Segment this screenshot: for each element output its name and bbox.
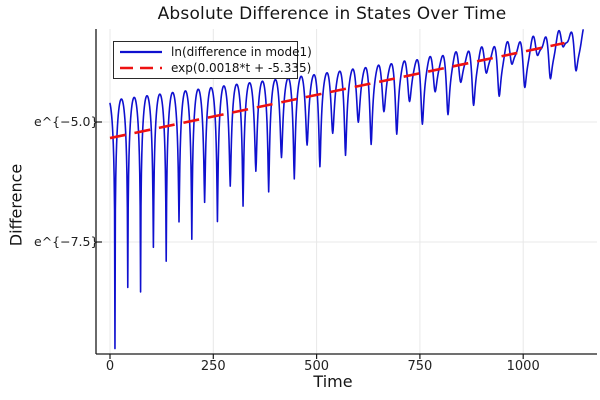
x-axis-label: Time [313, 372, 353, 391]
series-line-exp-fit [109, 41, 565, 140]
x-tick-label-750: 750 [407, 359, 433, 374]
legend-label-1: exp(0.0018*t + -5.335) [171, 61, 312, 75]
legend-item-1: exp(0.0018*t + -5.335) [118, 61, 311, 76]
x-tick-label-250: 250 [200, 359, 226, 374]
legend: ln(difference in mode1) exp(0.0018*t + -5… [113, 41, 312, 79]
x-tick-label-500: 500 [304, 359, 329, 374]
y-tick-label-0: e^{−5.0} [34, 114, 99, 129]
legend-label-0: ln(difference in mode1) [171, 45, 312, 59]
chart-title: Absolute Difference in States Over Time [157, 4, 507, 24]
legend-line-sample-1 [120, 66, 162, 70]
x-tick-label-1000: 1000 [506, 359, 540, 374]
legend-line-sample-0 [120, 50, 162, 54]
y-tick-label-1: e^{−7.5} [34, 234, 99, 249]
legend-item-0: ln(difference in mode1) [118, 45, 312, 60]
x-tick-label-0: 0 [105, 359, 115, 374]
